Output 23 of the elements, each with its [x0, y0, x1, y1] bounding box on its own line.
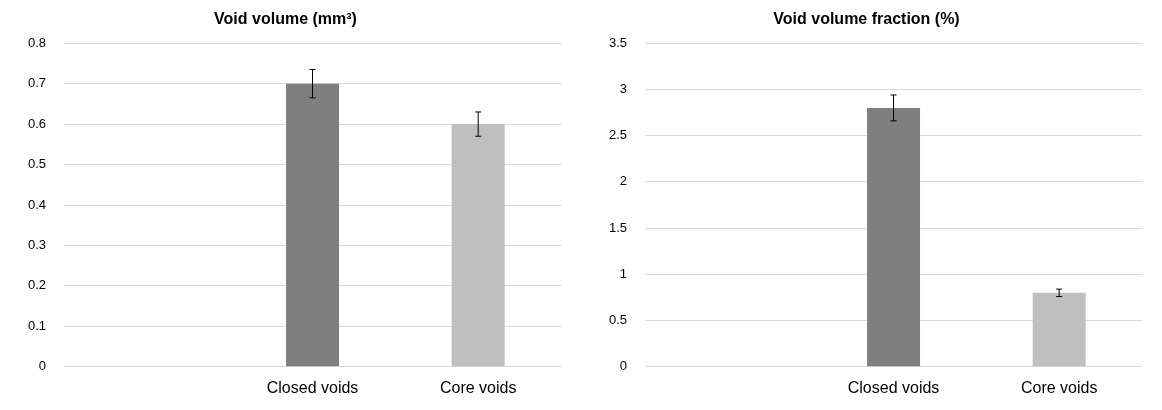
y-tick-label: 1.5 [608, 219, 628, 235]
x-tick-label: Closed voids [847, 378, 940, 396]
y-tick-label: 1 [619, 265, 628, 281]
y-tick-label: 2.5 [608, 127, 628, 143]
y-tick-label: 0.5 [27, 156, 47, 172]
y-tick-label: 3 [619, 81, 628, 97]
x-tick-label: Closed voids [266, 378, 359, 396]
y-tick-label: 0.1 [27, 317, 47, 333]
chart-title: Void volume fraction (%) [773, 10, 960, 28]
y-tick-label: 0.5 [608, 312, 628, 328]
x-tick-label: Core voids [1020, 378, 1098, 396]
y-tick-label: 0.8 [27, 34, 47, 50]
y-tick-label: 0 [619, 358, 628, 374]
y-tick-label: 3.5 [608, 34, 628, 50]
y-tick-label: 0.2 [27, 277, 47, 293]
y-tick-label: 0.7 [27, 75, 47, 91]
y-tick-label: 0.3 [27, 237, 47, 253]
y-tick-label: 0.4 [27, 196, 47, 212]
chart-title: Void volume (mm³) [214, 10, 357, 28]
y-tick-label: 0 [38, 358, 47, 374]
x-tick-label: Core voids [439, 378, 517, 396]
y-tick-label: 0.6 [27, 115, 47, 131]
y-tick-label: 2 [619, 173, 628, 189]
